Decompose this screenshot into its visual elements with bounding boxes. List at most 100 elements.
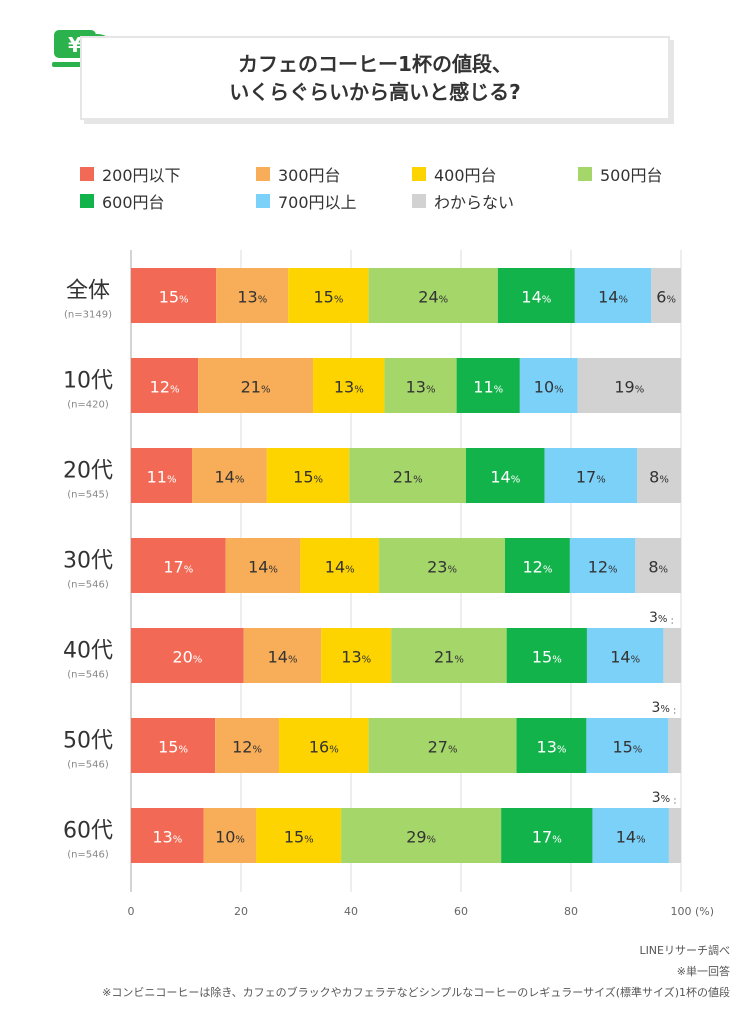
sample-size-label: (n=546) [67,760,109,771]
bar-segment [635,538,681,593]
data-label-unit: % [659,475,669,486]
data-label: 21% [241,378,271,397]
category-label: 50代 [63,729,113,754]
data-label: 3% [652,790,670,806]
bar-segment [368,268,498,323]
bar-segment [225,538,301,593]
data-label-value: 20 [172,648,192,667]
data-label-unit: % [345,565,355,576]
data-label-unit: % [618,295,628,306]
data-label-value: 19 [614,378,634,397]
legend-swatch [578,167,592,181]
legend-swatch [80,194,94,208]
data-label-unit: % [448,745,458,756]
data-label: 8% [649,468,669,487]
bar-segment [131,808,204,863]
legend-label: 300円台 [278,166,341,185]
data-label-value: 16 [309,738,329,757]
data-label-value: 15 [314,288,334,307]
bar-segment [278,718,369,773]
chart-title-line-1: カフェのコーヒー1杯の値段、 [238,52,512,76]
bar-segment [243,628,322,683]
data-label: 23% [427,558,457,577]
bar-segment [505,538,570,593]
data-label: 14% [610,648,640,667]
category-label: 20代 [63,459,113,484]
bar-segment [586,628,664,683]
data-label-value: 13 [406,378,426,397]
data-label: 13% [152,828,182,847]
bar-segment [577,358,681,413]
legend-label: わからない [434,193,515,212]
legend-item: 200円以下 [80,162,181,186]
data-label-value: 15 [293,468,313,487]
x-tick-label: 20 [234,905,248,918]
category-label: 30代 [63,549,113,574]
data-label: 20% [172,648,202,667]
data-label-value: 14 [610,648,630,667]
data-label: 15% [159,288,189,307]
data-label-value: 24 [418,288,438,307]
bar-segment [391,628,507,683]
bar-segment [574,268,652,323]
data-label-unit: % [608,565,618,576]
x-tick-label: 40 [344,905,358,918]
bar-segment [497,268,575,323]
data-label: 10% [215,828,245,847]
legend-item: 300円台 [256,162,341,186]
data-label-unit: % [170,385,180,396]
bar-segment [131,718,216,773]
data-label-unit: % [635,385,645,396]
data-label-unit: % [494,385,504,396]
data-label-value: 27 [428,738,448,757]
data-label-value: 11 [473,378,493,397]
data-label: 17% [576,468,606,487]
data-label-value: 12 [523,558,543,577]
data-label-unit: % [261,385,271,396]
yen-symbol: ¥ [68,33,82,57]
stacked-bar-chart: 全体(n=3149)15% 13% 15% 24% 14% 14% 6%10代(n=420)… [63,250,714,918]
sample-size-label: (n=546) [67,850,109,861]
legend-item: 500円台 [578,162,663,186]
x-tick-label: 80 [564,905,578,918]
bar-segment [668,808,681,863]
bar-segment [663,628,681,683]
data-label-value: 12 [150,378,170,397]
data-label-value: 3 [649,610,658,626]
data-label-unit: % [426,385,436,396]
bar-segment [456,358,520,413]
data-label: 15% [314,288,344,307]
data-label: 13% [537,738,567,757]
data-label: 14% [598,288,628,307]
data-label-unit: % [362,655,372,666]
data-label-value: 14 [490,468,510,487]
data-label: 12% [588,558,618,577]
data-label-unit: % [543,565,553,576]
data-label-unit: % [304,835,314,846]
data-label: 11% [147,468,177,487]
data-label-unit: % [439,295,449,306]
data-label: 14% [490,468,520,487]
data-label: 24% [418,288,448,307]
data-label-value: 13 [334,378,354,397]
category-label: 60代 [63,819,113,844]
data-label: 15% [293,468,323,487]
data-label-value: 29 [406,828,426,847]
data-label-value: 21 [241,378,261,397]
data-label-unit: % [314,475,324,486]
data-label-unit: % [660,704,670,715]
bar-segment [569,538,636,593]
sample-size-label: (n=546) [67,580,109,591]
bar-segment [256,808,342,863]
data-label: 13% [406,378,436,397]
legend-label: 500円台 [600,166,663,185]
data-label-unit: % [235,835,245,846]
data-label: 13% [237,288,267,307]
definition-note: ※コンビニコーヒーは除き、カフェのブラックやカフェラテなどシンプルなコーヒーのレ… [102,986,730,999]
bar-segment [203,808,257,863]
legend-label: 700円以上 [278,193,357,212]
bar-segment [379,538,505,593]
data-label-value: 21 [434,648,454,667]
data-label-value: 8 [649,468,659,487]
data-label-value: 8 [648,558,658,577]
